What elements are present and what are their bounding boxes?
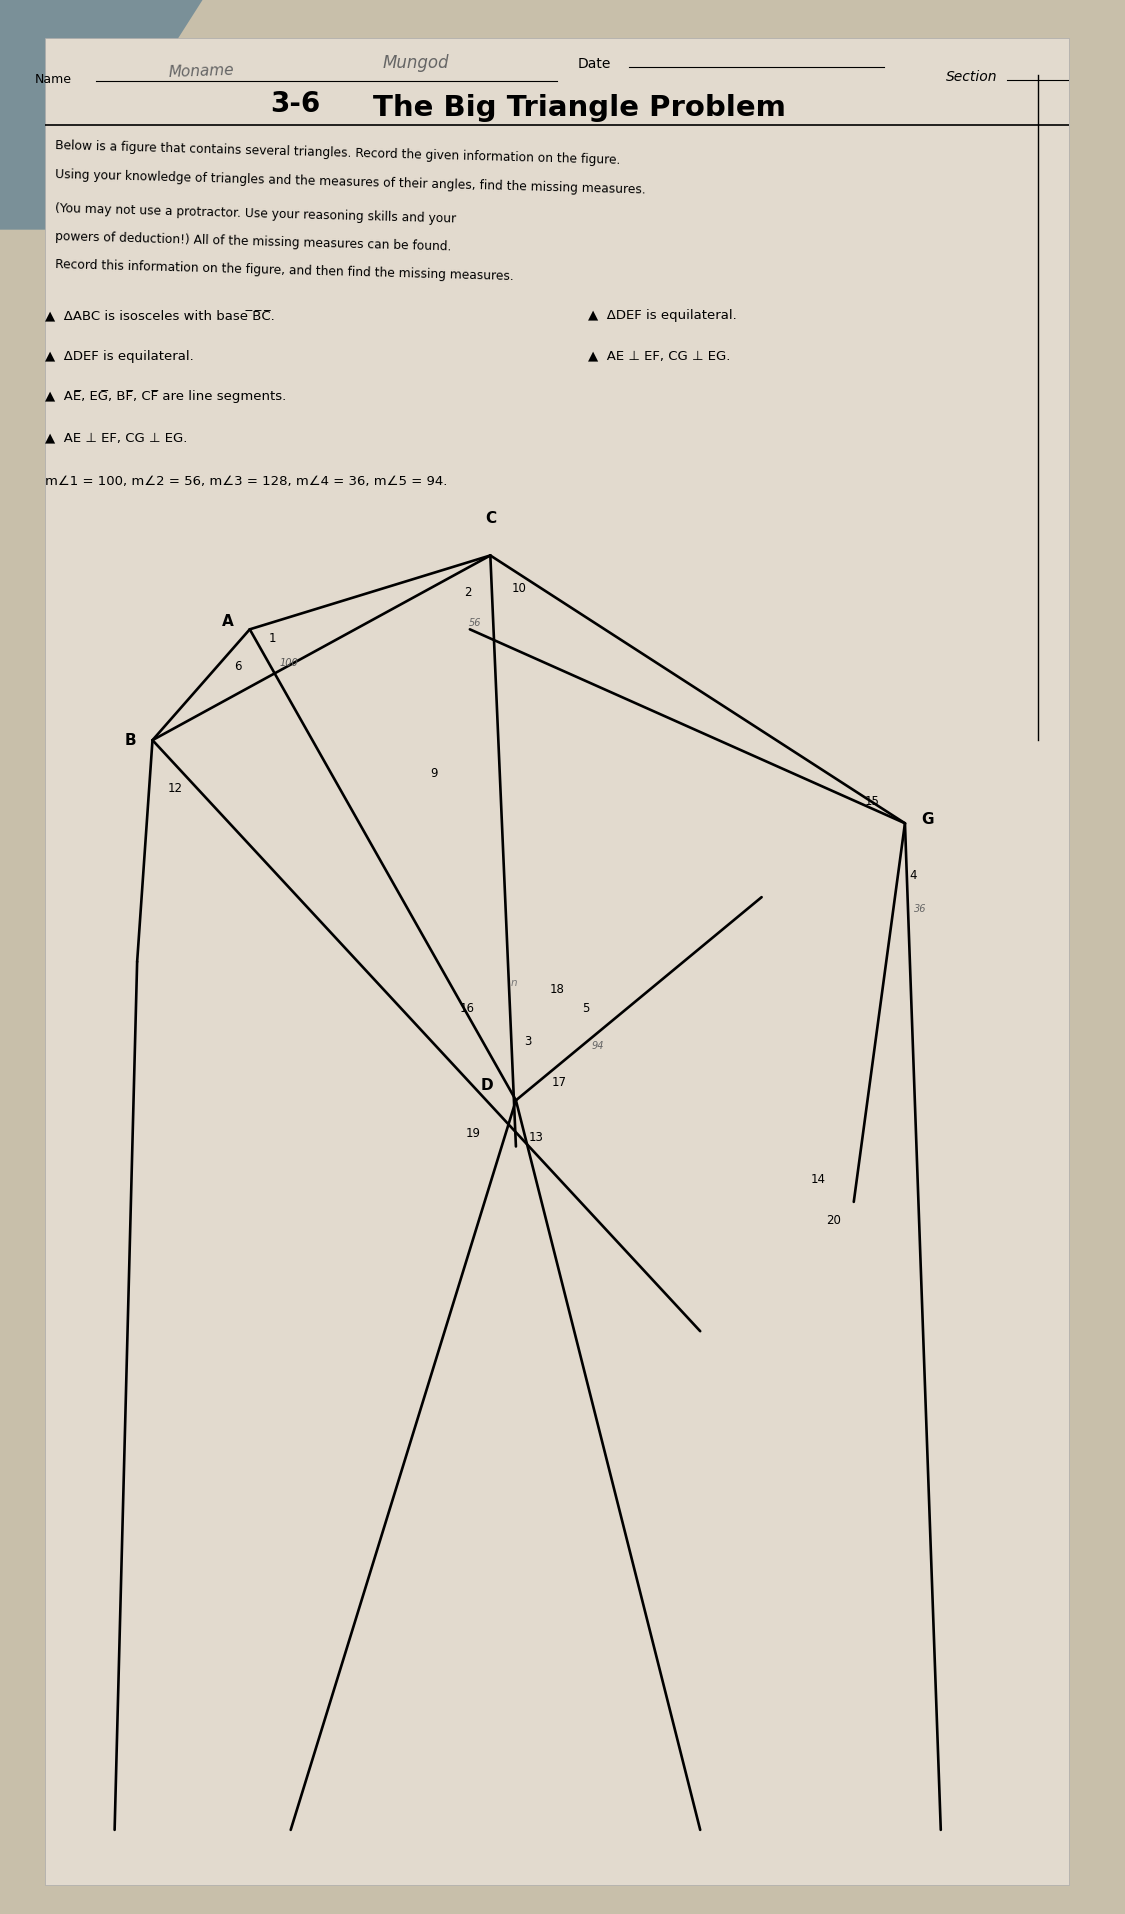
Text: m∠1 = 100, m∠2 = 56, m∠3 = 128, m∠4 = 36, m∠5 = 94.: m∠1 = 100, m∠2 = 56, m∠3 = 128, m∠4 = 36… — [45, 475, 448, 488]
Text: C: C — [485, 511, 496, 526]
Text: Moname: Moname — [168, 63, 234, 80]
Text: 94: 94 — [592, 1041, 604, 1051]
Text: Record this information on the figure, and then find the missing measures.: Record this information on the figure, a… — [55, 258, 514, 283]
FancyBboxPatch shape — [45, 38, 1069, 1885]
Text: 3: 3 — [524, 1035, 532, 1047]
Text: Name: Name — [35, 73, 72, 86]
Text: Date: Date — [577, 57, 611, 71]
Text: 17: 17 — [551, 1076, 566, 1089]
Text: 9: 9 — [430, 768, 438, 781]
Text: 19: 19 — [466, 1127, 480, 1141]
Text: D: D — [480, 1078, 494, 1093]
Text: 12: 12 — [168, 781, 182, 794]
Text: ▲  ΔDEF is equilateral.: ▲ ΔDEF is equilateral. — [45, 350, 193, 362]
Text: 36: 36 — [914, 903, 927, 913]
Text: 56: 56 — [469, 618, 482, 628]
Text: Mungod: Mungod — [382, 54, 449, 73]
Text: A: A — [222, 614, 233, 630]
Text: ▲  ΔDEF is equilateral.: ▲ ΔDEF is equilateral. — [587, 308, 737, 322]
Text: Using your knowledge of triangles and the measures of their angles, find the mis: Using your knowledge of triangles and th… — [55, 168, 646, 197]
Text: (You may not use a protractor. Use your reasoning skills and your: (You may not use a protractor. Use your … — [55, 203, 457, 226]
Text: Below is a figure that contains several triangles. Record the given information : Below is a figure that contains several … — [55, 140, 621, 167]
Text: G: G — [921, 812, 934, 827]
Text: 10: 10 — [512, 582, 526, 595]
Text: 3-6: 3-6 — [270, 90, 321, 119]
Text: 1: 1 — [269, 632, 276, 645]
Text: The Big Triangle Problem: The Big Triangle Problem — [372, 94, 785, 122]
Text: 14: 14 — [810, 1173, 826, 1187]
Text: ▲  AE ⊥ EF, CG ⊥ EG.: ▲ AE ⊥ EF, CG ⊥ EG. — [45, 431, 188, 444]
Text: 4: 4 — [909, 869, 917, 882]
Text: B: B — [125, 733, 136, 748]
Text: 2: 2 — [464, 586, 471, 599]
Text: 13: 13 — [529, 1131, 543, 1145]
Text: powers of deduction!) All of the missing measures can be found.: powers of deduction!) All of the missing… — [55, 230, 452, 255]
Polygon shape — [0, 0, 202, 230]
Text: 16: 16 — [459, 1001, 475, 1014]
Text: 20: 20 — [826, 1213, 840, 1227]
Text: 5: 5 — [582, 1001, 590, 1014]
Text: Section: Section — [946, 69, 998, 84]
Text: n: n — [511, 978, 518, 988]
Text: ▲  AE̅, EG̅, BF̅, CF̅ are line segments.: ▲ AE̅, EG̅, BF̅, CF̅ are line segments. — [45, 390, 286, 404]
Text: 15: 15 — [865, 794, 880, 808]
Text: 18: 18 — [549, 984, 565, 995]
Text: ▲  AE ⊥ EF, CG ⊥ EG.: ▲ AE ⊥ EF, CG ⊥ EG. — [587, 350, 730, 362]
Text: ▲  ΔABC is isosceles with base ̅B̅C̅.: ▲ ΔABC is isosceles with base ̅B̅C̅. — [45, 308, 274, 322]
Text: 100: 100 — [279, 658, 298, 668]
Text: 6: 6 — [234, 660, 241, 674]
